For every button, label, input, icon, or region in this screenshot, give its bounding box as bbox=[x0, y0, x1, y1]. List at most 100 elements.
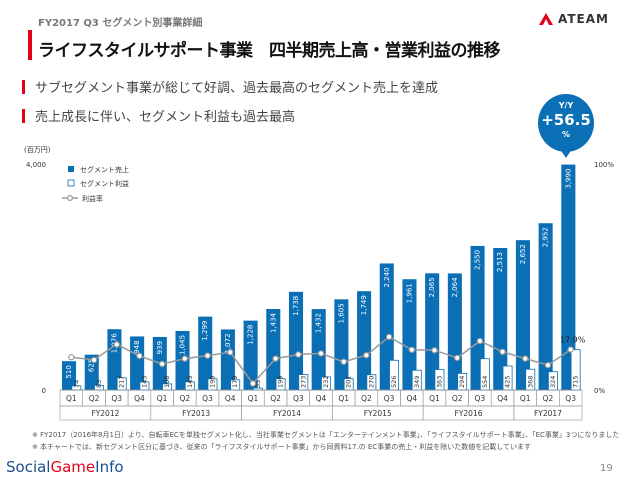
sales-bar bbox=[538, 223, 553, 390]
profit-value-label: 349 bbox=[413, 376, 421, 388]
legend-swatch-profit bbox=[67, 179, 75, 187]
x-group-label: FY2014 bbox=[273, 409, 301, 418]
sales-value-label: 1,228 bbox=[247, 325, 255, 345]
profit-rate-point bbox=[249, 380, 257, 387]
sales-value-label: 510 bbox=[65, 365, 73, 378]
profit-rate-point bbox=[113, 341, 120, 348]
legend-label-sales: セグメント売上 bbox=[80, 165, 129, 174]
footer-brand-info: Info bbox=[95, 458, 124, 476]
legend-label-profit: セグメント利益 bbox=[80, 179, 129, 188]
x-tick-label: Q3 bbox=[293, 394, 304, 403]
profit-rate-point bbox=[136, 352, 143, 360]
profit-rate-point bbox=[295, 351, 302, 358]
profit-value-label: 74 bbox=[72, 380, 80, 388]
sales-bar bbox=[425, 273, 440, 390]
profit-rate-point bbox=[476, 337, 484, 345]
profit-rate-point bbox=[90, 356, 98, 364]
profit-value-label: 83 bbox=[95, 380, 103, 388]
sales-value-label: 2,652 bbox=[519, 244, 527, 264]
profit-value-label: 201 bbox=[345, 376, 353, 388]
profit-value-label: 108 bbox=[163, 376, 171, 388]
sales-bar bbox=[243, 320, 258, 390]
sales-value-label: 625 bbox=[88, 359, 96, 372]
profit-rate-point bbox=[340, 358, 347, 365]
profit-value-label: 198 bbox=[209, 376, 217, 388]
x-tick-label: Q3 bbox=[565, 394, 576, 403]
yoy-badge-pointer bbox=[560, 149, 572, 158]
profit-value-label: 232 bbox=[322, 376, 330, 388]
sales-value-label: 2,064 bbox=[451, 277, 459, 298]
sales-value-label: 939 bbox=[156, 341, 164, 354]
logo-mark-icon bbox=[539, 13, 553, 25]
footer-brand: SocialGameInfo bbox=[6, 458, 124, 476]
x-tick-label: Q2 bbox=[89, 394, 100, 403]
sales-value-label: 2,550 bbox=[474, 250, 482, 270]
x-tick-label: Q3 bbox=[202, 394, 213, 403]
x-group-label: FY2016 bbox=[455, 409, 483, 418]
profit-value-label: 363 bbox=[435, 376, 443, 388]
sales-bar bbox=[266, 308, 281, 390]
sales-bar bbox=[198, 316, 213, 390]
profit-value-label: 273 bbox=[299, 376, 307, 388]
legend-label-rate: 利益率 bbox=[82, 194, 103, 203]
bullet-2-text: 売上成長に伴い、セグメント利益も過去最高 bbox=[35, 110, 296, 125]
legend-swatch-rate-point bbox=[66, 194, 73, 201]
bullet-2: 売上成長に伴い、セグメント利益も過去最高 bbox=[22, 106, 295, 125]
x-group-label: FY2017 bbox=[534, 409, 562, 418]
sales-value-label: 1,072 bbox=[224, 333, 232, 353]
profit-value-label: 35 bbox=[254, 380, 262, 388]
sales-bar bbox=[288, 291, 304, 390]
profit-value-label: 145 bbox=[186, 376, 194, 388]
yoy-badge: Y/Y +56.5 % bbox=[538, 94, 594, 152]
sales-bar bbox=[357, 291, 372, 390]
sales-value-label: 1,432 bbox=[315, 313, 323, 333]
legend-swatch-sales bbox=[68, 166, 74, 172]
profit-value-label: 526 bbox=[390, 376, 398, 388]
profit-rate-point bbox=[272, 355, 279, 362]
title-accent-bar bbox=[28, 30, 32, 60]
footnote-2: ※ 本チャートでは、新セグメント区分に基づき、従来の「ライフスタイルサポート事業… bbox=[32, 443, 531, 451]
sales-value-label: 2,065 bbox=[428, 277, 436, 297]
sales-value-label: 1,749 bbox=[360, 295, 368, 315]
x-tick-label: Q3 bbox=[475, 394, 486, 403]
x-group-label: FY2013 bbox=[182, 409, 210, 418]
sales-value-label: 2,952 bbox=[542, 227, 550, 247]
profit-rate-annotation: 17.9% bbox=[560, 336, 586, 345]
x-group-label: FY2012 bbox=[91, 409, 119, 418]
footer-brand-game: Game bbox=[50, 458, 96, 476]
x-tick-label: Q4 bbox=[497, 394, 508, 403]
profit-rate-point bbox=[317, 350, 325, 357]
profit-value-label: 425 bbox=[504, 376, 512, 388]
sales-bar bbox=[311, 309, 326, 390]
page-title: ライフスタイルサポート事業 四半期売上高・営業利益の推移 bbox=[38, 41, 501, 61]
profit-value-label: 199 bbox=[277, 376, 285, 388]
footnote-1: ※ FY2017（2016年8月1日）より、自転車ECを単独セグメント化し、当社… bbox=[32, 431, 620, 439]
footer-brand-social: Social bbox=[6, 458, 51, 476]
sales-bar bbox=[561, 164, 576, 390]
x-tick-label: Q2 bbox=[361, 394, 372, 403]
profit-rate-point bbox=[385, 333, 393, 341]
sales-value-label: 1,738 bbox=[292, 296, 300, 316]
sales-value-label: 1,961 bbox=[405, 283, 413, 303]
sales-value-label: 2,240 bbox=[383, 267, 391, 287]
sales-value-label: 2,513 bbox=[496, 252, 504, 272]
sales-bar bbox=[334, 299, 349, 390]
profit-rate-point bbox=[544, 361, 552, 369]
x-tick-label: Q1 bbox=[66, 394, 77, 403]
sales-bar bbox=[379, 263, 394, 390]
profit-value-label: 715 bbox=[572, 376, 580, 388]
x-tick-label: Q2 bbox=[179, 394, 190, 403]
sales-value-label: 948 bbox=[133, 340, 141, 353]
profit-rate-point bbox=[363, 351, 370, 359]
sales-value-label: 1,605 bbox=[337, 303, 345, 323]
yoy-label: Y/Y bbox=[558, 101, 574, 110]
unit-label: (百万円) bbox=[24, 146, 51, 154]
sales-bar bbox=[84, 354, 99, 390]
profit-rate-point bbox=[181, 355, 189, 362]
sales-bar bbox=[515, 240, 530, 390]
profit-rate-point bbox=[408, 346, 415, 353]
profit-value-label: 294 bbox=[458, 376, 466, 388]
profit-rate-point bbox=[567, 346, 574, 353]
profit-value-label: 554 bbox=[481, 376, 489, 388]
sales-bar bbox=[130, 336, 145, 390]
